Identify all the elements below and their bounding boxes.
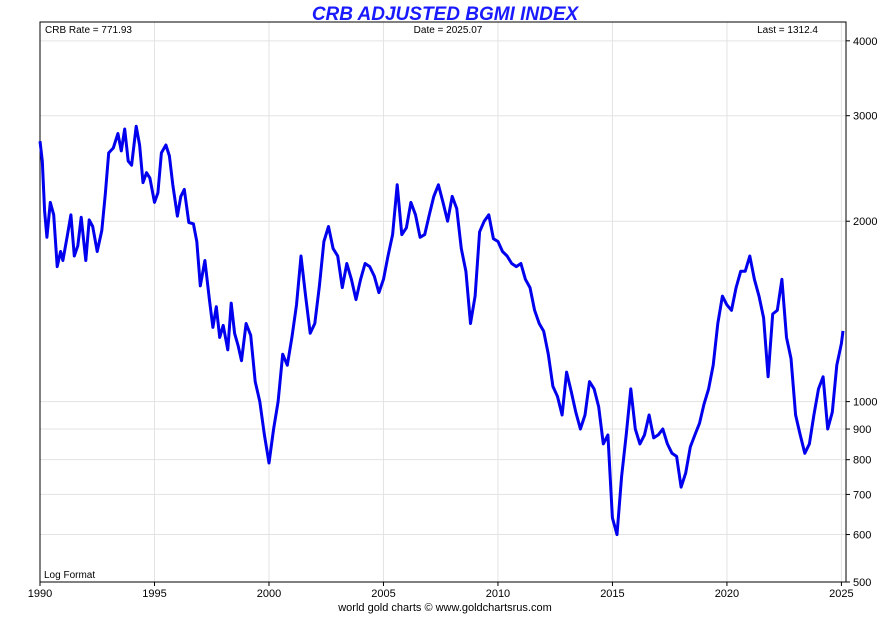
chart-title: CRB ADJUSTED BGMI INDEX <box>312 4 580 25</box>
y-tick-label: 500 <box>853 577 871 589</box>
chart-footer: world gold charts © www.goldchartsrus.co… <box>337 602 552 614</box>
y-axis: 500 600 700 800 900 1000 2000 3000 4000 <box>846 36 877 589</box>
x-tick-label: 1990 <box>28 588 52 600</box>
x-tick-label: 2000 <box>257 588 281 600</box>
last-label: Last = 1312.4 <box>757 25 818 36</box>
date-label: Date = 2025.07 <box>414 25 483 36</box>
y-tick-label: 900 <box>853 424 871 436</box>
x-tick-label: 2010 <box>486 588 510 600</box>
crb-rate-label: CRB Rate = 771.93 <box>45 25 132 36</box>
x-tick-label: 1995 <box>142 588 166 600</box>
y-tick-label: 800 <box>853 455 871 467</box>
y-tick-label: 4000 <box>853 36 877 48</box>
y-tick-label: 3000 <box>853 111 877 123</box>
x-tick-label: 2020 <box>715 588 739 600</box>
x-tick-label: 2025 <box>829 588 853 600</box>
y-tick-label: 2000 <box>853 216 877 228</box>
y-tick-label: 700 <box>853 489 871 501</box>
x-axis: 1990 1995 2000 2005 2010 2015 2020 2025 <box>28 582 854 600</box>
x-tick-label: 2005 <box>371 588 395 600</box>
y-tick-label: 600 <box>853 530 871 542</box>
series-line <box>38 124 845 537</box>
x-tick-label: 2015 <box>600 588 624 600</box>
y-tick-label: 1000 <box>853 397 877 409</box>
log-format-label: Log Format <box>44 570 95 581</box>
plot-frame <box>39 21 847 583</box>
grid-layer <box>40 22 846 582</box>
